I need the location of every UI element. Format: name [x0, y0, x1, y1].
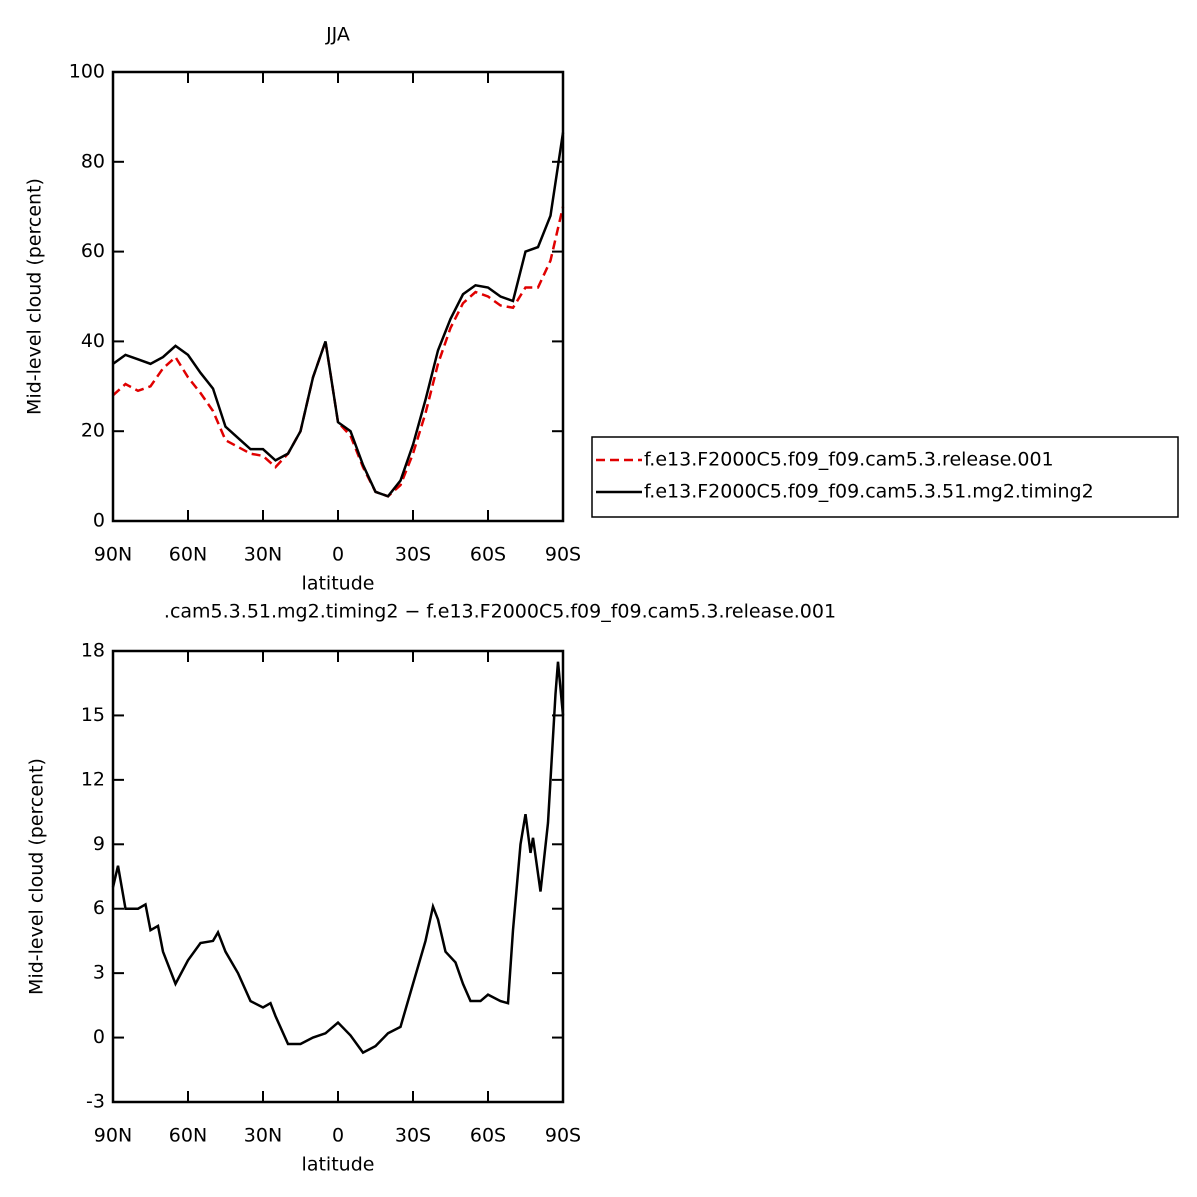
x-tick-label: 90S [545, 544, 581, 566]
chart-title: .cam5.3.51.mg2.timing2 − f.e13.F2000C5.f… [164, 601, 836, 623]
x-tick-label: 90S [545, 1125, 581, 1147]
x-tick-label: 30N [244, 1125, 282, 1147]
x-tick-label: 90N [94, 1125, 132, 1147]
x-axis-label: latitude [302, 573, 375, 595]
series-line [111, 661, 565, 1055]
y-tick-label: 3 [93, 962, 105, 984]
x-tick-label: 60N [169, 544, 207, 566]
y-tick-label: 100 [69, 61, 105, 83]
plot-frame [111, 70, 565, 523]
y-tick-label: 18 [81, 640, 105, 662]
y-tick-label: 40 [81, 330, 105, 352]
chart-title: JJA [325, 24, 350, 46]
legend-label: f.e13.F2000C5.f09_f09.cam5.3.51.mg2.timi… [644, 481, 1094, 503]
x-axis-label: latitude [302, 1154, 375, 1176]
y-tick-label: 80 [81, 150, 105, 172]
y-tick-label: 20 [81, 420, 105, 442]
y-tick-label: -3 [86, 1091, 105, 1113]
y-tick-label: 0 [93, 510, 105, 532]
y-tick-label: 60 [81, 240, 105, 262]
series-line [112, 206, 565, 498]
x-tick-label: 30N [244, 544, 282, 566]
x-tick-label: 60N [169, 1125, 207, 1147]
x-tick-label: 0 [332, 1125, 344, 1147]
legend-label: f.e13.F2000C5.f09_f09.cam5.3.release.001 [644, 449, 1054, 471]
y-tick-label: 0 [93, 1026, 105, 1048]
y-tick-label: 12 [81, 768, 105, 790]
x-tick-label: 60S [470, 544, 506, 566]
y-axis-label: Mid-level cloud (percent) [24, 178, 46, 415]
y-tick-label: 15 [81, 704, 105, 726]
x-tick-label: 30S [395, 544, 431, 566]
x-tick-label: 30S [395, 1125, 431, 1147]
x-tick-label: 0 [332, 544, 344, 566]
legend-box [591, 436, 1179, 518]
y-tick-label: 6 [93, 897, 105, 919]
x-tick-label: 90N [94, 544, 132, 566]
y-axis-label: Mid-level cloud (percent) [26, 758, 48, 995]
series-line [112, 132, 565, 498]
plot-frame [111, 649, 565, 1104]
x-tick-label: 60S [470, 1125, 506, 1147]
y-tick-label: 9 [93, 833, 105, 855]
